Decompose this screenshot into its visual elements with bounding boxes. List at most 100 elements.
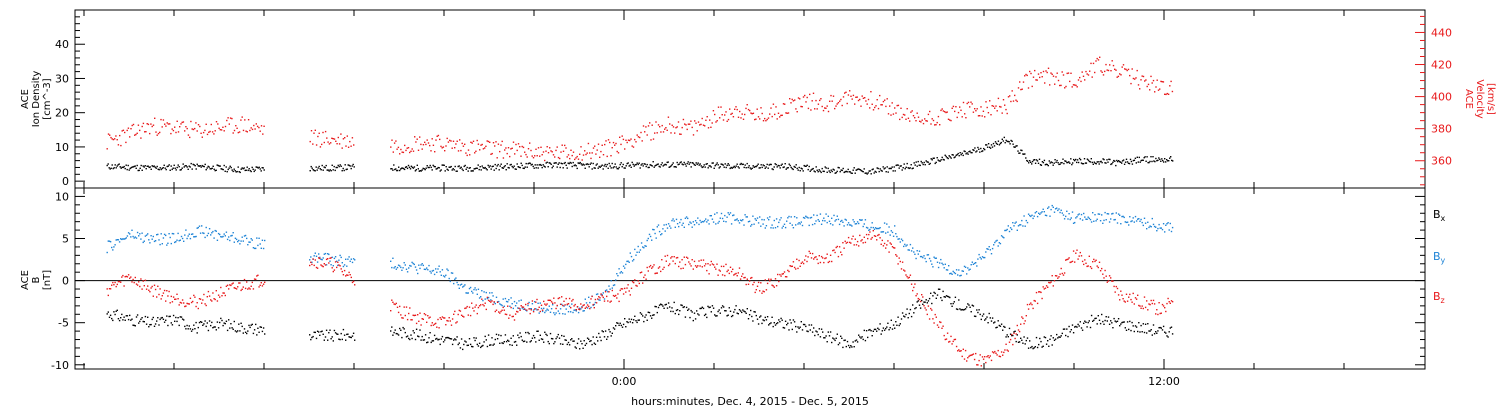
data-point — [1141, 221, 1143, 224]
data-point — [951, 273, 953, 275]
data-point — [143, 321, 145, 323]
data-point — [429, 316, 431, 318]
data-point — [867, 336, 869, 339]
data-point — [199, 125, 201, 128]
data-point — [969, 150, 971, 152]
data-point — [505, 300, 508, 303]
data-point — [167, 242, 169, 244]
data-point — [202, 131, 205, 134]
data-point — [237, 286, 239, 288]
data-point — [921, 299, 923, 302]
data-point — [870, 226, 872, 229]
data-point — [642, 282, 644, 284]
data-point — [459, 167, 461, 169]
data-point — [258, 331, 260, 333]
data-point — [126, 168, 128, 171]
data-point — [879, 94, 881, 97]
data-point — [1124, 161, 1127, 163]
data-point — [247, 244, 249, 246]
data-point — [589, 301, 591, 304]
data-point — [1169, 222, 1171, 225]
data-point — [876, 330, 878, 332]
data-point — [567, 341, 570, 344]
data-point — [849, 241, 851, 244]
data-point — [721, 274, 724, 276]
data-point — [964, 266, 967, 268]
data-point — [506, 163, 508, 165]
data-point — [499, 312, 501, 314]
data-point — [946, 157, 948, 159]
data-point — [535, 308, 537, 310]
data-point — [869, 170, 871, 172]
data-point — [244, 287, 247, 290]
data-point — [610, 335, 612, 337]
data-point — [494, 163, 496, 166]
data-point — [960, 274, 962, 277]
data-point — [953, 338, 955, 341]
data-point — [227, 117, 229, 119]
data-point — [978, 359, 980, 362]
data-point — [432, 164, 434, 167]
data-point — [988, 146, 991, 148]
data-point — [922, 163, 924, 166]
data-point — [1064, 160, 1066, 162]
data-point — [161, 316, 163, 319]
data-point — [344, 137, 346, 139]
data-point — [1144, 323, 1147, 325]
data-point — [1057, 337, 1059, 339]
data-point — [1103, 323, 1105, 325]
data-point — [869, 228, 871, 231]
data-point — [644, 274, 646, 276]
data-point — [1150, 156, 1152, 158]
data-point — [636, 251, 638, 253]
data-point — [486, 140, 488, 142]
data-point — [843, 171, 845, 174]
data-point — [980, 106, 982, 108]
data-point — [820, 98, 822, 100]
data-point — [1077, 79, 1080, 81]
data-point — [926, 120, 928, 122]
data-point — [1114, 160, 1116, 162]
data-point — [1126, 321, 1129, 323]
data-point — [882, 245, 885, 247]
data-point — [456, 281, 458, 284]
data-point — [121, 313, 123, 316]
data-point — [113, 284, 115, 286]
data-point — [1066, 328, 1068, 330]
data-point — [1022, 342, 1024, 344]
data-point — [770, 227, 772, 229]
data-point — [608, 285, 610, 287]
data-point — [660, 303, 662, 305]
data-point — [210, 299, 212, 301]
data-point — [519, 309, 521, 311]
data-point — [328, 253, 330, 256]
data-point — [967, 357, 969, 359]
data-point — [677, 163, 679, 166]
data-point — [393, 164, 395, 166]
data-point — [1032, 347, 1034, 350]
data-point — [883, 329, 886, 331]
data-point — [167, 324, 169, 327]
data-point — [728, 272, 730, 275]
data-point — [806, 260, 808, 263]
data-point — [958, 269, 960, 271]
data-point — [829, 223, 832, 225]
data-point — [847, 168, 849, 171]
data-point — [752, 283, 754, 286]
data-point — [445, 324, 447, 326]
data-point — [1133, 221, 1135, 223]
data-point — [194, 296, 196, 298]
data-point — [575, 310, 577, 312]
data-point — [841, 337, 843, 339]
data-point — [544, 166, 546, 168]
data-point — [396, 306, 399, 308]
data-point — [548, 299, 550, 301]
data-point — [1000, 323, 1003, 325]
data-point — [876, 227, 878, 230]
data-point — [835, 105, 837, 107]
data-point — [460, 149, 462, 152]
data-point — [1071, 211, 1074, 213]
data-point — [523, 308, 526, 310]
data-point — [582, 154, 585, 156]
data-point — [850, 172, 852, 174]
